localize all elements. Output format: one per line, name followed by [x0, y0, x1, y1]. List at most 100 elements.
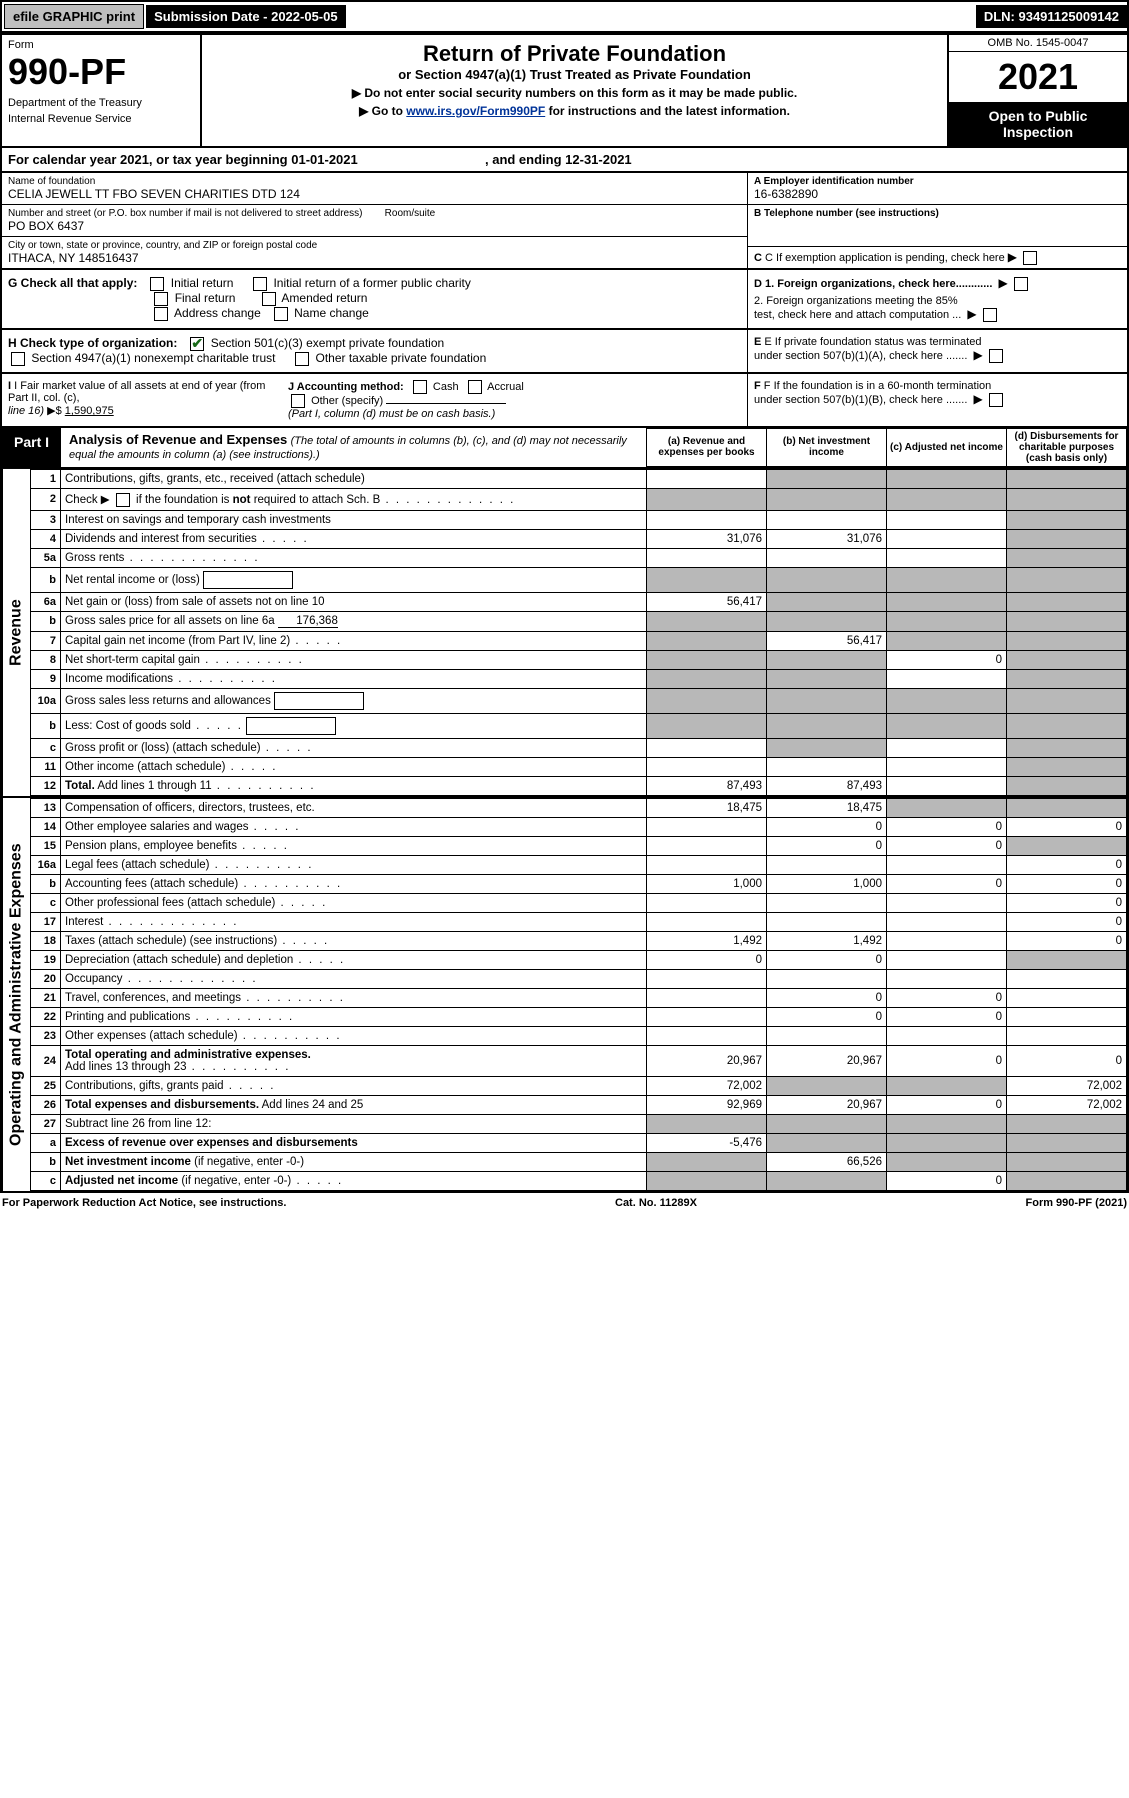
- part1-badge: Part I: [2, 428, 61, 467]
- foreign-org-checkbox[interactable]: [1014, 277, 1028, 291]
- row-18: 18Taxes (attach schedule) (see instructi…: [31, 931, 1127, 950]
- h-org-type: H Check type of organization: Section 50…: [2, 330, 747, 372]
- row-10a: 10aGross sales less returns and allowanc…: [31, 688, 1127, 713]
- form-title: Return of Private Foundation: [208, 41, 941, 67]
- g-check-all: G Check all that apply: Initial return I…: [2, 270, 747, 328]
- initial-former-checkbox[interactable]: [253, 277, 267, 291]
- initial-return-checkbox[interactable]: [150, 277, 164, 291]
- exemption-checkbox[interactable]: [1023, 251, 1037, 265]
- form-number: 990-PF: [8, 51, 194, 93]
- h-e-row: H Check type of organization: Section 50…: [0, 330, 1129, 374]
- row-5a: 5aGross rents: [31, 548, 1127, 567]
- revenue-table: 1Contributions, gifts, grants, etc., rec…: [30, 469, 1127, 796]
- revenue-section: Revenue 1Contributions, gifts, grants, e…: [0, 469, 1129, 798]
- row-26: 26Total expenses and disbursements. Add …: [31, 1095, 1127, 1114]
- cash-checkbox[interactable]: [413, 380, 427, 394]
- row-22: 22Printing and publications00: [31, 1007, 1127, 1026]
- other-taxable-checkbox[interactable]: [295, 352, 309, 366]
- form-header: Form 990-PF Department of the Treasury I…: [0, 33, 1129, 148]
- name-ein-row: Name of foundation CELIA JEWELL TT FBO S…: [0, 173, 1129, 270]
- row-6a: 6aNet gain or (loss) from sale of assets…: [31, 592, 1127, 611]
- f-60month: F F If the foundation is in a 60-month t…: [747, 374, 1127, 426]
- calendar-year-row: For calendar year 2021, or tax year begi…: [0, 148, 1129, 173]
- address-cell: Number and street (or P.O. box number if…: [2, 205, 747, 237]
- row-14: 14Other employee salaries and wages000: [31, 817, 1127, 836]
- row-6b: bGross sales price for all assets on lin…: [31, 611, 1127, 631]
- j-accounting: J Accounting method: Cash Accrual Other …: [268, 380, 741, 420]
- 60month-checkbox[interactable]: [989, 393, 1003, 407]
- row-27b: bNet investment income (if negative, ent…: [31, 1152, 1127, 1171]
- 501c3-checkbox[interactable]: [190, 337, 204, 351]
- efile-print-button[interactable]: efile GRAPHIC print: [4, 4, 144, 29]
- exemption-pending-cell: C C If exemption application is pending,…: [748, 247, 1127, 268]
- efile-topbar: efile GRAPHIC print Submission Date - 20…: [0, 0, 1129, 33]
- header-left: Form 990-PF Department of the Treasury I…: [2, 35, 202, 146]
- dln: DLN: 93491125009142: [976, 5, 1127, 28]
- row-3: 3Interest on savings and temporary cash …: [31, 510, 1127, 529]
- row-12: 12Total. Add lines 1 through 1187,49387,…: [31, 776, 1127, 795]
- row-2: 2Check ▶ if the foundation is not requir…: [31, 488, 1127, 510]
- row-9: 9Income modifications: [31, 669, 1127, 688]
- other-method-checkbox[interactable]: [291, 394, 305, 408]
- revenue-side-label: Revenue: [2, 469, 30, 796]
- row-27c: cAdjusted net income (if negative, enter…: [31, 1171, 1127, 1190]
- i-j-f-row: I I Fair market value of all assets at e…: [0, 374, 1129, 428]
- col-c-hdr: (c) Adjusted net income: [887, 428, 1007, 466]
- form990pf-link[interactable]: www.irs.gov/Form990PF: [406, 104, 545, 118]
- e-status-terminated: E E If private foundation status was ter…: [747, 330, 1127, 372]
- row-1: 1Contributions, gifts, grants, etc., rec…: [31, 469, 1127, 488]
- g-d-row: G Check all that apply: Initial return I…: [0, 270, 1129, 330]
- final-return-checkbox[interactable]: [154, 292, 168, 306]
- expenses-table: 13Compensation of officers, directors, t…: [30, 798, 1127, 1191]
- paperwork-notice: For Paperwork Reduction Act Notice, see …: [2, 1197, 286, 1209]
- name-change-checkbox[interactable]: [274, 307, 288, 321]
- row-13: 13Compensation of officers, directors, t…: [31, 798, 1127, 817]
- row-15: 15Pension plans, employee benefits00: [31, 836, 1127, 855]
- row-25: 25Contributions, gifts, grants paid72,00…: [31, 1076, 1127, 1095]
- dept-treasury: Department of the Treasury: [8, 97, 194, 109]
- expenses-section: Operating and Administrative Expenses 13…: [0, 798, 1129, 1193]
- amended-return-checkbox[interactable]: [262, 292, 276, 306]
- row-16c: cOther professional fees (attach schedul…: [31, 893, 1127, 912]
- status-terminated-checkbox[interactable]: [989, 349, 1003, 363]
- form-label: Form: [8, 39, 194, 51]
- tax-year: 2021: [949, 52, 1127, 102]
- phone-cell: B Telephone number (see instructions): [748, 205, 1127, 247]
- accrual-checkbox[interactable]: [468, 380, 482, 394]
- row-4: 4Dividends and interest from securities3…: [31, 529, 1127, 548]
- row-16b: bAccounting fees (attach schedule)1,0001…: [31, 874, 1127, 893]
- row-10b: bLess: Cost of goods sold: [31, 713, 1127, 738]
- cat-no: Cat. No. 11289X: [615, 1197, 697, 1209]
- row-5b: bNet rental income or (loss): [31, 567, 1127, 592]
- city-cell: City or town, state or province, country…: [2, 237, 747, 268]
- d-foreign-org: D 1. Foreign organizations, check here..…: [747, 270, 1127, 328]
- ein-cell: A Employer identification number 16-6382…: [748, 173, 1127, 205]
- row-17: 17Interest0: [31, 912, 1127, 931]
- row-7: 7Capital gain net income (from Part IV, …: [31, 631, 1127, 650]
- open-to-public: Open to Public Inspection: [949, 102, 1127, 146]
- header-center: Return of Private Foundation or Section …: [202, 35, 947, 146]
- header-right: OMB No. 1545-0047 2021 Open to Public In…: [947, 35, 1127, 146]
- ssn-note: ▶ Do not enter social security numbers o…: [208, 86, 941, 100]
- row-20: 20Occupancy: [31, 969, 1127, 988]
- row-21: 21Travel, conferences, and meetings00: [31, 988, 1127, 1007]
- i-j-wrap: I I Fair market value of all assets at e…: [2, 374, 747, 426]
- row-23: 23Other expenses (attach schedule): [31, 1026, 1127, 1045]
- row-11: 11Other income (attach schedule): [31, 757, 1127, 776]
- form-subtitle: or Section 4947(a)(1) Trust Treated as P…: [208, 67, 941, 82]
- row-27: 27Subtract line 26 from line 12:: [31, 1114, 1127, 1133]
- foundation-name-cell: Name of foundation CELIA JEWELL TT FBO S…: [2, 173, 747, 205]
- col-d-hdr: (d) Disbursements for charitable purpose…: [1007, 428, 1127, 466]
- row-24: 24Total operating and administrative exp…: [31, 1045, 1127, 1076]
- address-change-checkbox[interactable]: [154, 307, 168, 321]
- row-8: 8Net short-term capital gain0: [31, 650, 1127, 669]
- page-footer: For Paperwork Reduction Act Notice, see …: [0, 1193, 1129, 1213]
- row-19: 19Depreciation (attach schedule) and dep…: [31, 950, 1127, 969]
- part1-title: Analysis of Revenue and Expenses (The to…: [61, 428, 646, 467]
- 4947a1-checkbox[interactable]: [11, 352, 25, 366]
- col-b-hdr: (b) Net investment income: [767, 428, 887, 466]
- sch-b-checkbox[interactable]: [116, 493, 130, 507]
- foreign-85-checkbox[interactable]: [983, 308, 997, 322]
- irs-label: Internal Revenue Service: [8, 113, 194, 125]
- submission-date: Submission Date - 2022-05-05: [146, 5, 346, 28]
